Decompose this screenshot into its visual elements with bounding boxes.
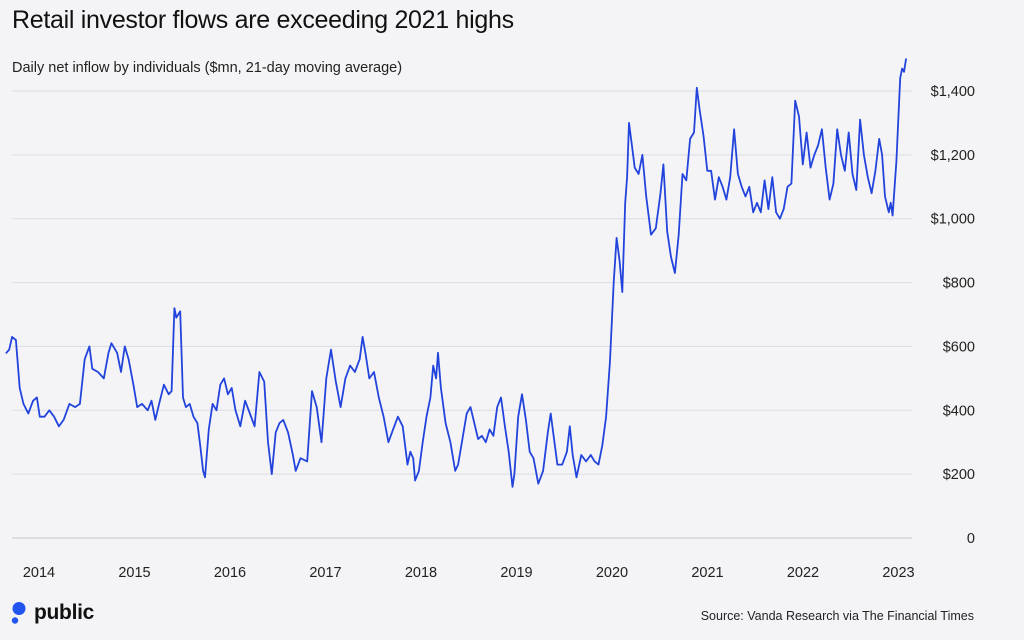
x-tick-label: 2021 <box>691 565 723 581</box>
x-tick-label: 2016 <box>214 565 246 581</box>
x-tick-label: 2018 <box>405 565 437 581</box>
brand-logo: public <box>10 601 94 625</box>
public-logo-icon <box>11 602 26 624</box>
y-tick-label: $1,000 <box>931 212 975 228</box>
y-tick-label: $1,400 <box>931 84 975 100</box>
chart-title: Retail investor flows are exceeding 2021… <box>12 6 514 34</box>
series-line <box>5 58 907 488</box>
x-tick-label: 2015 <box>118 565 150 581</box>
x-tick-label: 2014 <box>23 565 55 581</box>
x-tick-label: 2020 <box>596 565 628 581</box>
x-tick-label: 2019 <box>500 565 532 581</box>
y-tick-label: $600 <box>943 339 975 355</box>
x-tick-label: 2022 <box>787 565 819 581</box>
y-tick-label: 0 <box>967 531 975 547</box>
y-tick-label: $200 <box>943 467 975 483</box>
x-tick-label: 2017 <box>309 565 341 581</box>
y-tick-label: $800 <box>943 276 975 292</box>
x-tick-label: 2023 <box>882 565 914 581</box>
source-note: Source: Vanda Research via The Financial… <box>700 609 974 623</box>
y-tick-label: $400 <box>943 403 975 419</box>
brand-name: public <box>34 601 95 624</box>
chart-subtitle: Daily net inflow by individuals ($mn, 21… <box>12 60 403 76</box>
y-tick-label: $1,200 <box>931 148 975 164</box>
